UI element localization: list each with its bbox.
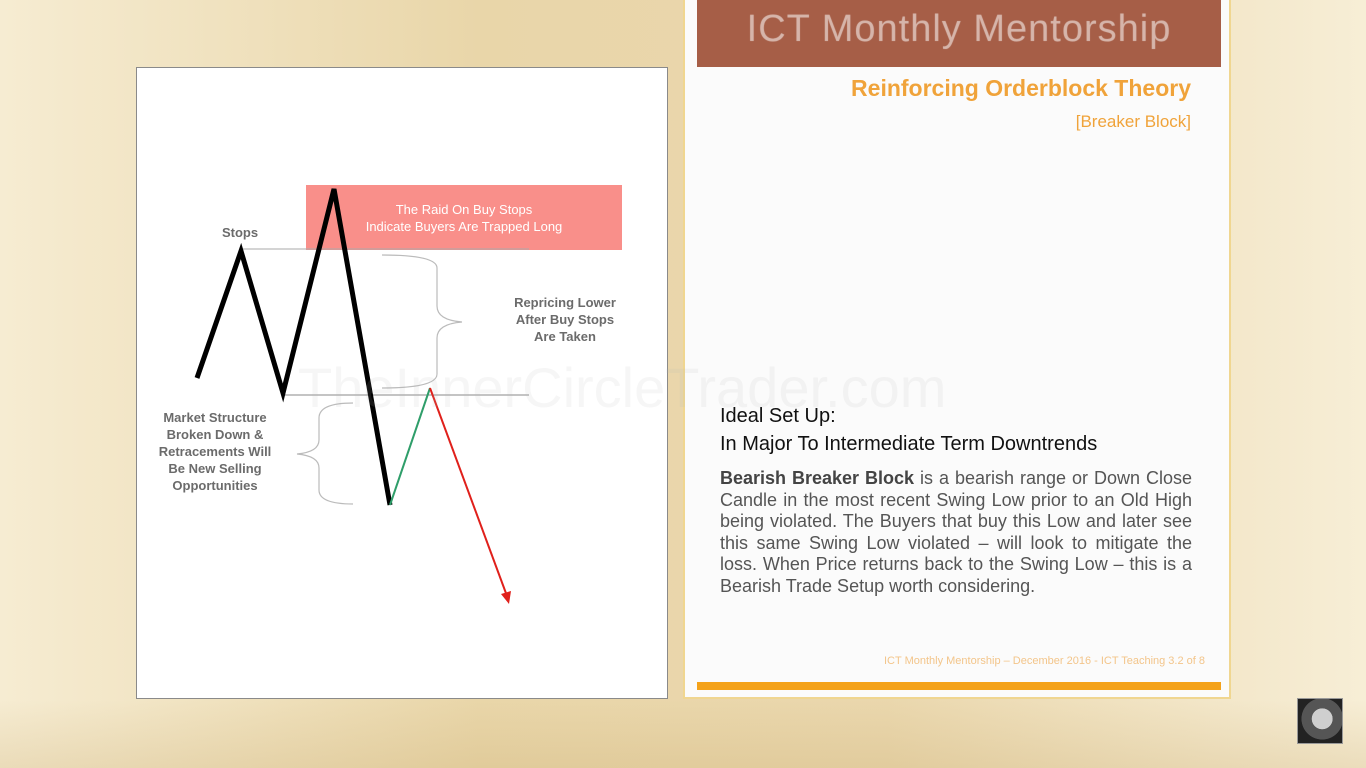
background-band — [0, 700, 1366, 768]
repricing-line3: Are Taken — [534, 329, 596, 344]
diagram-panel: Stops The Raid On Buy Stops Indicate Buy… — [136, 67, 668, 699]
watermark: TheInnerCircleTrader.com — [298, 356, 947, 419]
setup-heading: Ideal Set Up: In Major To Intermediate T… — [720, 402, 1097, 458]
repricing-line1: Repricing Lower — [514, 295, 616, 310]
setup-line2: In Major To Intermediate Term Downtrends — [720, 433, 1098, 455]
projection-line — [429, 387, 508, 597]
text-panel: ICT Monthly Mentorship Reinforcing Order… — [683, 0, 1231, 699]
structure-line2: Broken Down & — [166, 427, 264, 442]
presenter-avatar — [1297, 698, 1343, 744]
repricing-brace — [381, 254, 463, 389]
footer-note: ICT Monthly Mentorship – December 2016 -… — [884, 655, 1205, 667]
structure-line4: Be New Selling — [168, 461, 262, 476]
description-term: Bearish Breaker Block — [720, 468, 915, 488]
slide-subtitle: Reinforcing Orderblock Theory — [851, 75, 1191, 101]
structure-brace — [296, 402, 354, 505]
footer-bar — [697, 682, 1221, 690]
breaker-description: Bearish Breaker Block is a bearish range… — [720, 468, 1192, 597]
structure-line1: Market Structure — [163, 410, 267, 425]
raid-text-line1: The Raid On Buy Stops — [395, 202, 533, 217]
raid-box-text: The Raid On Buy Stops Indicate Buyers Ar… — [306, 201, 622, 235]
description-body: is a bearish range or Down Close Candle … — [720, 468, 1193, 596]
raid-text-line2: Indicate Buyers Are Trapped Long — [365, 219, 563, 234]
setup-line1: Ideal Set Up: — [720, 405, 836, 427]
raid-box — [306, 185, 622, 250]
breaker-block-diagram — [194, 185, 622, 604]
structure-line3: Retracements Will — [158, 444, 272, 459]
retracement-line — [389, 387, 431, 506]
stops-label: Stops — [221, 225, 259, 240]
price-swing-line — [194, 188, 393, 506]
repricing-line2: After Buy Stops — [515, 312, 615, 327]
structure-line5: Opportunities — [172, 478, 258, 493]
structure-label: Market Structure Broken Down & Retraceme… — [142, 409, 288, 494]
header-title: ICT Monthly Mentorship — [746, 8, 1172, 50]
slide-subtag: [Breaker Block] — [1075, 112, 1191, 131]
projection-arrowhead — [501, 591, 511, 604]
header-bar: ICT Monthly Mentorship — [697, 0, 1221, 67]
repricing-label: Repricing Lower After Buy Stops Are Take… — [495, 294, 635, 345]
